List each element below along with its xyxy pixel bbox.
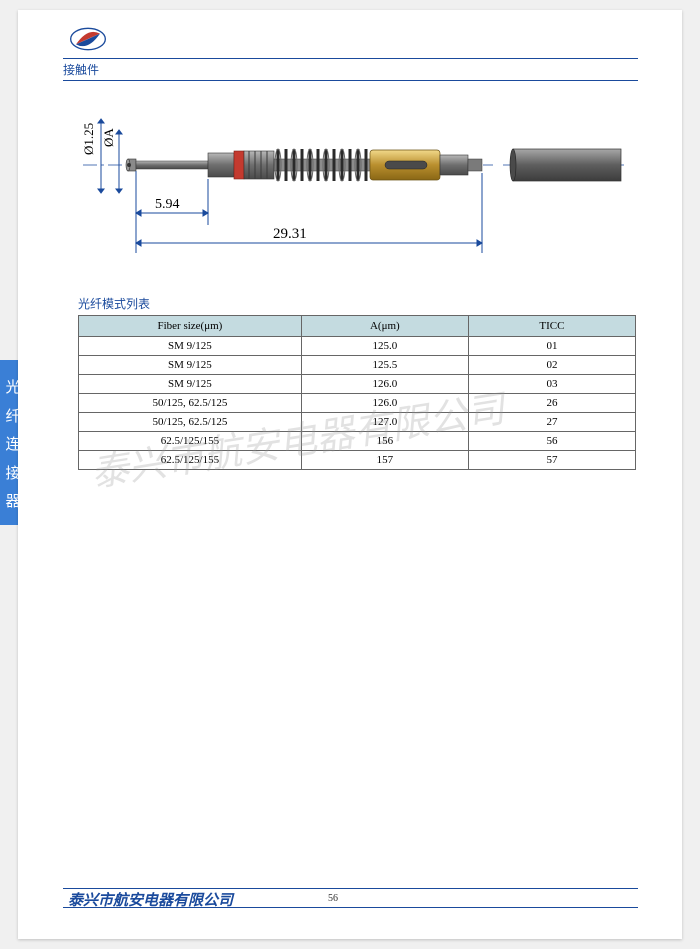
table-cell: 50/125, 62.5/125 bbox=[79, 413, 302, 432]
table-cell: 127.0 bbox=[301, 413, 468, 432]
table-header: TICC bbox=[468, 316, 635, 337]
page: 接触件 Ø1.25 ØA bbox=[18, 10, 682, 939]
table-cell: 03 bbox=[468, 375, 635, 394]
table-header: A(μm) bbox=[301, 316, 468, 337]
table-cell: 62.5/125/155 bbox=[79, 432, 302, 451]
table-cell: 27 bbox=[468, 413, 635, 432]
footer-company: 泰兴市航安电器有限公司 bbox=[68, 889, 233, 910]
table-row: 50/125, 62.5/125127.027 bbox=[79, 413, 636, 432]
header-section-bar: 接触件 bbox=[63, 58, 638, 81]
connector-diagram: Ø1.25 ØA bbox=[73, 95, 633, 285]
table-row: 50/125, 62.5/125126.026 bbox=[79, 394, 636, 413]
table-cell: 125.0 bbox=[301, 337, 468, 356]
company-logo bbox=[68, 25, 108, 53]
page-number: 56 bbox=[328, 893, 338, 904]
dim-diameter-outer: Ø1.25 bbox=[81, 123, 96, 155]
table-cell: 56 bbox=[468, 432, 635, 451]
table-cell: 26 bbox=[468, 394, 635, 413]
shaft bbox=[136, 161, 208, 169]
table-cell: 57 bbox=[468, 451, 635, 470]
table-row: SM 9/125125.001 bbox=[79, 337, 636, 356]
table-cell: 157 bbox=[301, 451, 468, 470]
table-cell: 50/125, 62.5/125 bbox=[79, 394, 302, 413]
table-row: 62.5/125/15515757 bbox=[79, 451, 636, 470]
table-cell: 125.5 bbox=[301, 356, 468, 375]
table-cell: SM 9/125 bbox=[79, 375, 302, 394]
table-cell: 62.5/125/155 bbox=[79, 451, 302, 470]
spring bbox=[274, 149, 370, 181]
dim-length-total: 29.31 bbox=[273, 226, 307, 242]
dim-diameter-inner: ØA bbox=[101, 128, 116, 147]
table-cell: SM 9/125 bbox=[79, 356, 302, 375]
table-cell: 01 bbox=[468, 337, 635, 356]
table-cell: 126.0 bbox=[301, 394, 468, 413]
table-row: 62.5/125/15515656 bbox=[79, 432, 636, 451]
table-cell: 02 bbox=[468, 356, 635, 375]
outer-tube bbox=[510, 149, 621, 181]
table-row: SM 9/125126.003 bbox=[79, 375, 636, 394]
table-row: SM 9/125125.502 bbox=[79, 356, 636, 375]
section-title: 接触件 bbox=[63, 63, 99, 77]
gold-sleeve bbox=[370, 150, 482, 180]
table-cell: 126.0 bbox=[301, 375, 468, 394]
table-cell: SM 9/125 bbox=[79, 337, 302, 356]
table-header: Fiber size(μm) bbox=[79, 316, 302, 337]
table-cell: 156 bbox=[301, 432, 468, 451]
dim-length-tip: 5.94 bbox=[155, 197, 180, 212]
connector-body bbox=[208, 151, 274, 179]
fiber-mode-table: Fiber size(μm)A(μm)TICC SM 9/125125.001S… bbox=[78, 315, 636, 470]
table-title: 光纤模式列表 bbox=[78, 295, 150, 312]
ferrule-tip bbox=[126, 159, 136, 171]
